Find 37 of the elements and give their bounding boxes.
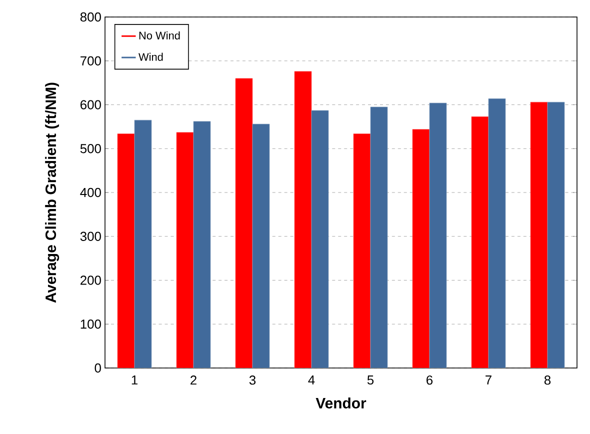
y-tick-label: 400	[80, 188, 101, 198]
bar	[311, 110, 329, 368]
x-tick-label: 5	[367, 376, 374, 385]
legend-label: No Wind	[139, 31, 180, 40]
bar	[547, 102, 565, 368]
legend-label: Wind	[138, 52, 163, 61]
bar	[471, 116, 489, 368]
bar	[235, 78, 253, 368]
x-tick-label: 6	[426, 376, 433, 385]
y-tick-label: 300	[80, 232, 101, 241]
y-tick-label: 0	[94, 363, 101, 373]
y-tick-label: 200	[80, 276, 101, 285]
bar	[429, 102, 447, 368]
bar	[294, 71, 312, 368]
bar	[530, 102, 548, 368]
bar	[193, 121, 211, 368]
bar	[488, 98, 506, 368]
bar	[353, 134, 371, 368]
bar	[252, 124, 270, 368]
x-tick-label: 4	[308, 376, 315, 384]
y-tick-label: 500	[80, 144, 101, 154]
bar	[412, 129, 430, 368]
x-axis-title: Vendor	[316, 397, 366, 408]
bar	[370, 106, 388, 368]
x-tick-label: 2	[190, 376, 196, 385]
y-tick-label: 100	[80, 320, 101, 329]
y-tick-label: 700	[80, 56, 101, 66]
y-tick-label: 600	[80, 100, 101, 110]
x-tick-label: 7	[486, 376, 492, 384]
x-tick-label: 3	[249, 376, 256, 385]
y-axis-title: Average Climb Gradient (ft/NM)	[45, 82, 60, 303]
bar	[117, 134, 135, 368]
bar	[134, 120, 152, 368]
x-tick-label: 8	[544, 376, 551, 385]
bar	[176, 132, 194, 368]
x-tick-label: 1	[132, 376, 138, 384]
y-tick-label: 800	[80, 12, 101, 22]
